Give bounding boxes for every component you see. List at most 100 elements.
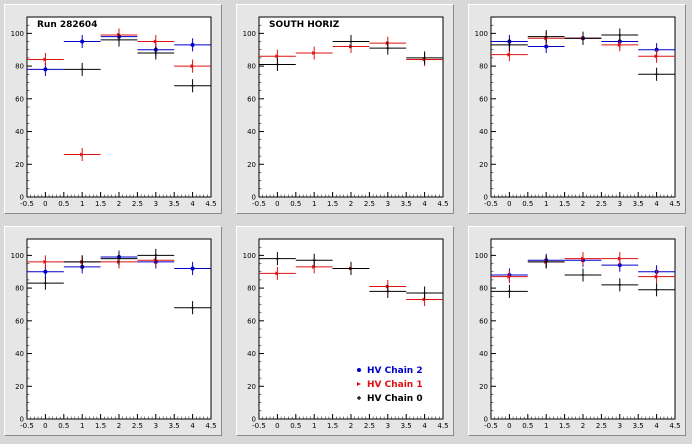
x-tick-label: 2.5 <box>596 422 607 430</box>
chain1-point-marker <box>581 256 585 261</box>
chain1-point-marker <box>507 274 512 279</box>
x-tick-label: 0 <box>43 200 47 208</box>
x-tick-label: 0 <box>507 422 511 430</box>
chart-panel-1[interactable]: -0.5 0 0.5 1 1.5 2 2.5 3 3.5 4 4.5 0 20 40 60 80 100 Run … <box>4 4 222 214</box>
x-tick-label: 2 <box>581 422 585 430</box>
x-tick-label: -0.5 <box>252 422 266 430</box>
x-tick-label: 4.5 <box>205 200 216 208</box>
x-tick-label: 0 <box>507 200 511 208</box>
y-tick-label: 80 <box>247 285 256 293</box>
x-tick-label: 2.5 <box>132 422 143 430</box>
chain1-point-marker <box>43 259 48 264</box>
x-tick-label: 2 <box>117 422 121 430</box>
x-tick-label: 2 <box>349 200 353 208</box>
x-tick-label: 3.5 <box>169 200 180 208</box>
x-tick-label: 1 <box>80 422 84 430</box>
y-tick-label: 60 <box>479 317 488 325</box>
x-tick-label: 3 <box>386 200 390 208</box>
x-tick-label: 1 <box>544 200 548 208</box>
x-tick-label: 1.5 <box>95 422 106 430</box>
x-tick-label: 3 <box>386 422 390 430</box>
y-tick-label: 100 <box>475 30 488 38</box>
x-tick-label: 1 <box>312 422 316 430</box>
x-tick-label: 4 <box>654 422 659 430</box>
chain2-point-marker <box>617 263 622 268</box>
y-tick-label: 80 <box>15 285 24 293</box>
x-tick-label: 1.5 <box>327 200 338 208</box>
chart-panel-2[interactable]: -0.5 0 0.5 1 1.5 2 2.5 3 3.5 4 4.5 0 20 40 60 80 100 SOUT… <box>236 4 454 214</box>
y-tick-label: 100 <box>11 252 24 260</box>
x-tick-label: 3.5 <box>633 200 644 208</box>
y-tick-label: 0 <box>484 416 488 424</box>
chain1-point-marker <box>507 52 512 57</box>
x-tick-label: 0 <box>275 200 279 208</box>
y-tick-label: 60 <box>247 95 256 103</box>
y-tick-label: 100 <box>243 252 256 260</box>
chart-panel-3[interactable]: -0.5 0 0.5 1 1.5 2 2.5 3 3.5 4 4.5 0 20 40 60 80 100 <box>468 4 686 214</box>
x-tick-label: -0.5 <box>484 422 498 430</box>
chart-svg-2: -0.5 0 0.5 1 1.5 2 2.5 3 3.5 4 4.5020406080100SOUT… <box>243 16 449 208</box>
y-tick-label: 0 <box>20 194 24 202</box>
plot-frame <box>490 16 676 198</box>
x-tick-label: -0.5 <box>484 200 498 208</box>
chart-panel-5[interactable]: -0.5 0 0.5 1 1.5 2 2.5 3 3.5 4 4.5 0 20 40 60 80 100 HV C… <box>236 226 454 436</box>
y-tick-label: 80 <box>247 63 256 71</box>
y-tick-label: 0 <box>252 194 256 202</box>
x-tick-label: 4.5 <box>437 422 448 430</box>
chain1-point-marker <box>275 54 280 59</box>
y-tick-label: 0 <box>484 194 488 202</box>
x-tick-label: -0.5 <box>20 422 34 430</box>
chain1-point-marker <box>617 256 622 261</box>
chain2-point-marker <box>544 44 549 49</box>
y-tick-label: 20 <box>247 383 256 391</box>
legend-marker-chain2 <box>357 368 361 372</box>
x-tick-label: 4 <box>190 200 195 208</box>
chart-panel-6[interactable]: -0.5 0 0.5 1 1.5 2 2.5 3 3.5 4 4.5 0 20 40 60 80 100 <box>468 226 686 436</box>
chain1-point-marker <box>422 297 427 302</box>
chart-annotation: SOUTH HORIZ <box>269 20 340 30</box>
y-tick-label: 40 <box>247 128 256 136</box>
chain1-point-marker <box>153 39 158 44</box>
chain1-point-marker <box>43 57 48 62</box>
x-tick-label: 3.5 <box>169 422 180 430</box>
x-tick-label: 0.5 <box>58 200 69 208</box>
x-tick-label: 4 <box>422 422 427 430</box>
chain1-point-marker <box>654 54 659 59</box>
y-tick-label: 100 <box>243 30 256 38</box>
legend-label: HV Chain 2 <box>367 366 423 376</box>
chain1-point-marker <box>275 271 280 276</box>
y-tick-label: 40 <box>479 350 488 358</box>
chain2-point-marker <box>190 42 195 47</box>
chain2-point-marker <box>80 39 85 44</box>
y-tick-label: 40 <box>15 350 24 358</box>
y-tick-label: 60 <box>15 317 24 325</box>
x-tick-label: 0 <box>275 422 279 430</box>
x-tick-label: 1.5 <box>327 422 338 430</box>
chart-panel-4[interactable]: -0.5 0 0.5 1 1.5 2 2.5 3 3.5 4 4.5 0 20 40 60 80 100 <box>4 226 222 436</box>
y-tick-label: 60 <box>479 95 488 103</box>
x-tick-label: 2.5 <box>596 200 607 208</box>
y-tick-label: 40 <box>15 128 24 136</box>
y-tick-label: 100 <box>475 252 488 260</box>
x-tick-label: 2 <box>349 422 353 430</box>
x-tick-label: 3.5 <box>401 200 412 208</box>
y-tick-label: 60 <box>247 317 256 325</box>
x-tick-label: 3.5 <box>401 422 412 430</box>
chain2-point-marker <box>190 266 195 271</box>
y-tick-label: 20 <box>479 161 488 169</box>
x-tick-label: -0.5 <box>252 200 266 208</box>
chain1-point-marker <box>190 64 195 69</box>
x-tick-label: 2 <box>117 200 121 208</box>
plot-frame <box>26 16 212 198</box>
y-tick-label: 40 <box>479 128 488 136</box>
chain1-point-marker <box>80 152 85 157</box>
x-tick-label: 3 <box>618 422 622 430</box>
plot-frame <box>26 238 212 420</box>
x-tick-label: 4.5 <box>669 422 680 430</box>
x-tick-label: 0.5 <box>290 200 301 208</box>
